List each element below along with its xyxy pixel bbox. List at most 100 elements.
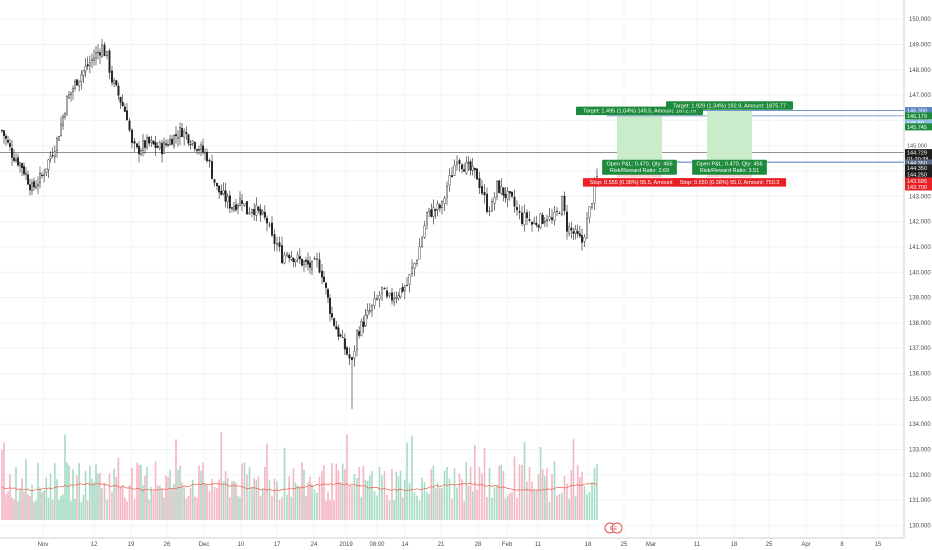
volume-bar — [213, 486, 216, 520]
volume-bar — [140, 464, 142, 520]
y-tick-label: 135.000 — [909, 397, 931, 403]
candle-body — [493, 197, 496, 204]
candle-body — [201, 145, 204, 153]
candle-body — [578, 233, 581, 237]
candle-body — [348, 354, 351, 359]
volume-bar — [408, 482, 411, 520]
candle-body — [218, 185, 221, 193]
candle-body — [360, 321, 363, 336]
candle-body — [428, 208, 431, 213]
volume-bar — [391, 469, 393, 520]
candle-body — [35, 186, 38, 189]
candle-body — [273, 234, 276, 245]
stop-label: Stop: 0.550 (0.38%) 55.0, Amount: 750.3 — [680, 180, 780, 186]
candle-body — [90, 58, 93, 61]
volume-bar — [364, 480, 367, 520]
candle-body — [145, 137, 148, 148]
volume-bar — [478, 467, 481, 520]
candle-body — [443, 198, 446, 204]
candle-body — [58, 136, 61, 141]
candle-body — [80, 74, 83, 82]
target-zone[interactable] — [617, 115, 662, 163]
candle-body — [98, 52, 101, 56]
go-to-realtime-button[interactable]: GE — [604, 522, 623, 534]
volume-bar — [537, 474, 540, 520]
volume-bar — [296, 485, 299, 520]
volume-bar — [19, 489, 21, 520]
volume-bar — [533, 490, 535, 520]
volume-bar — [471, 491, 474, 520]
target-zone[interactable] — [707, 110, 752, 163]
price-tag — [905, 107, 932, 115]
candle-body — [327, 289, 330, 298]
candle-body — [166, 144, 169, 146]
volume-bar — [177, 469, 179, 520]
y-tick-label: 139.000 — [909, 296, 931, 302]
candle-body — [441, 201, 444, 208]
volume-bar — [204, 483, 206, 520]
volume-bar — [376, 495, 378, 520]
candle-body — [86, 64, 89, 67]
volume-bar — [351, 485, 353, 520]
volume-bar — [395, 471, 398, 520]
time-axis[interactable]: Nov 12 19 26 Dec 10 17 24 2019 08:00 14 21 28 Feb 11 18… — [38, 542, 882, 548]
volume-bar — [111, 491, 113, 520]
candle-body — [556, 210, 559, 212]
volume-bar — [500, 464, 503, 520]
grid — [0, 0, 904, 538]
candle-body — [305, 259, 308, 262]
volume-bar — [181, 482, 183, 520]
candle-body — [488, 210, 491, 212]
candle-body — [100, 44, 103, 57]
volume-bar — [436, 482, 439, 520]
candle-body — [498, 180, 501, 193]
candle-body — [376, 298, 379, 300]
volume-bar — [161, 488, 163, 520]
candle-body — [321, 270, 324, 278]
candle-body — [576, 231, 579, 235]
volume-bar — [33, 501, 35, 520]
candle-body — [588, 206, 591, 218]
volume-bar — [169, 469, 171, 520]
volume-bar — [278, 499, 281, 520]
price-tag-text: 145.000 — [907, 144, 927, 150]
candle-body — [78, 80, 81, 87]
candle-body — [263, 211, 266, 218]
candle-body — [141, 140, 144, 151]
candle-body — [276, 243, 279, 245]
volume-bar — [535, 489, 538, 520]
target-label: Target: 1.929 (1.34%) 192.9, Amount: 187… — [673, 103, 786, 109]
volume-bar — [183, 487, 185, 520]
candle-body — [574, 229, 577, 234]
volume-bar — [294, 482, 297, 520]
volume-bar — [138, 464, 140, 520]
candle-body — [301, 258, 304, 266]
volume-bar — [586, 494, 588, 520]
volume-bar — [58, 499, 60, 520]
candle-body — [386, 290, 389, 297]
volume-bar — [146, 466, 148, 520]
volume-bar — [216, 488, 218, 520]
candle-body — [189, 143, 192, 146]
candle-body — [483, 192, 486, 196]
candle-body — [45, 168, 48, 174]
candle-body — [281, 245, 284, 264]
volume-bar — [509, 493, 511, 520]
volume-bar — [329, 499, 331, 520]
candle-body — [572, 231, 575, 234]
price-tag-text: 144.729 — [907, 151, 927, 157]
price-axis[interactable]: 130.000 131.000 132.000 133.000 134.000 135.0… — [909, 17, 931, 529]
candle-body — [356, 330, 359, 350]
candle-body — [426, 212, 429, 225]
candle-body — [368, 310, 371, 312]
x-tick-label: 8 — [840, 542, 844, 548]
candle-body — [51, 155, 54, 157]
volume-bar — [548, 501, 551, 520]
volume-bar — [556, 495, 558, 520]
candle-body — [23, 166, 26, 175]
candle-body — [531, 222, 534, 225]
candle-body — [139, 150, 142, 155]
candle-body — [278, 242, 281, 247]
candle-body — [168, 138, 171, 146]
